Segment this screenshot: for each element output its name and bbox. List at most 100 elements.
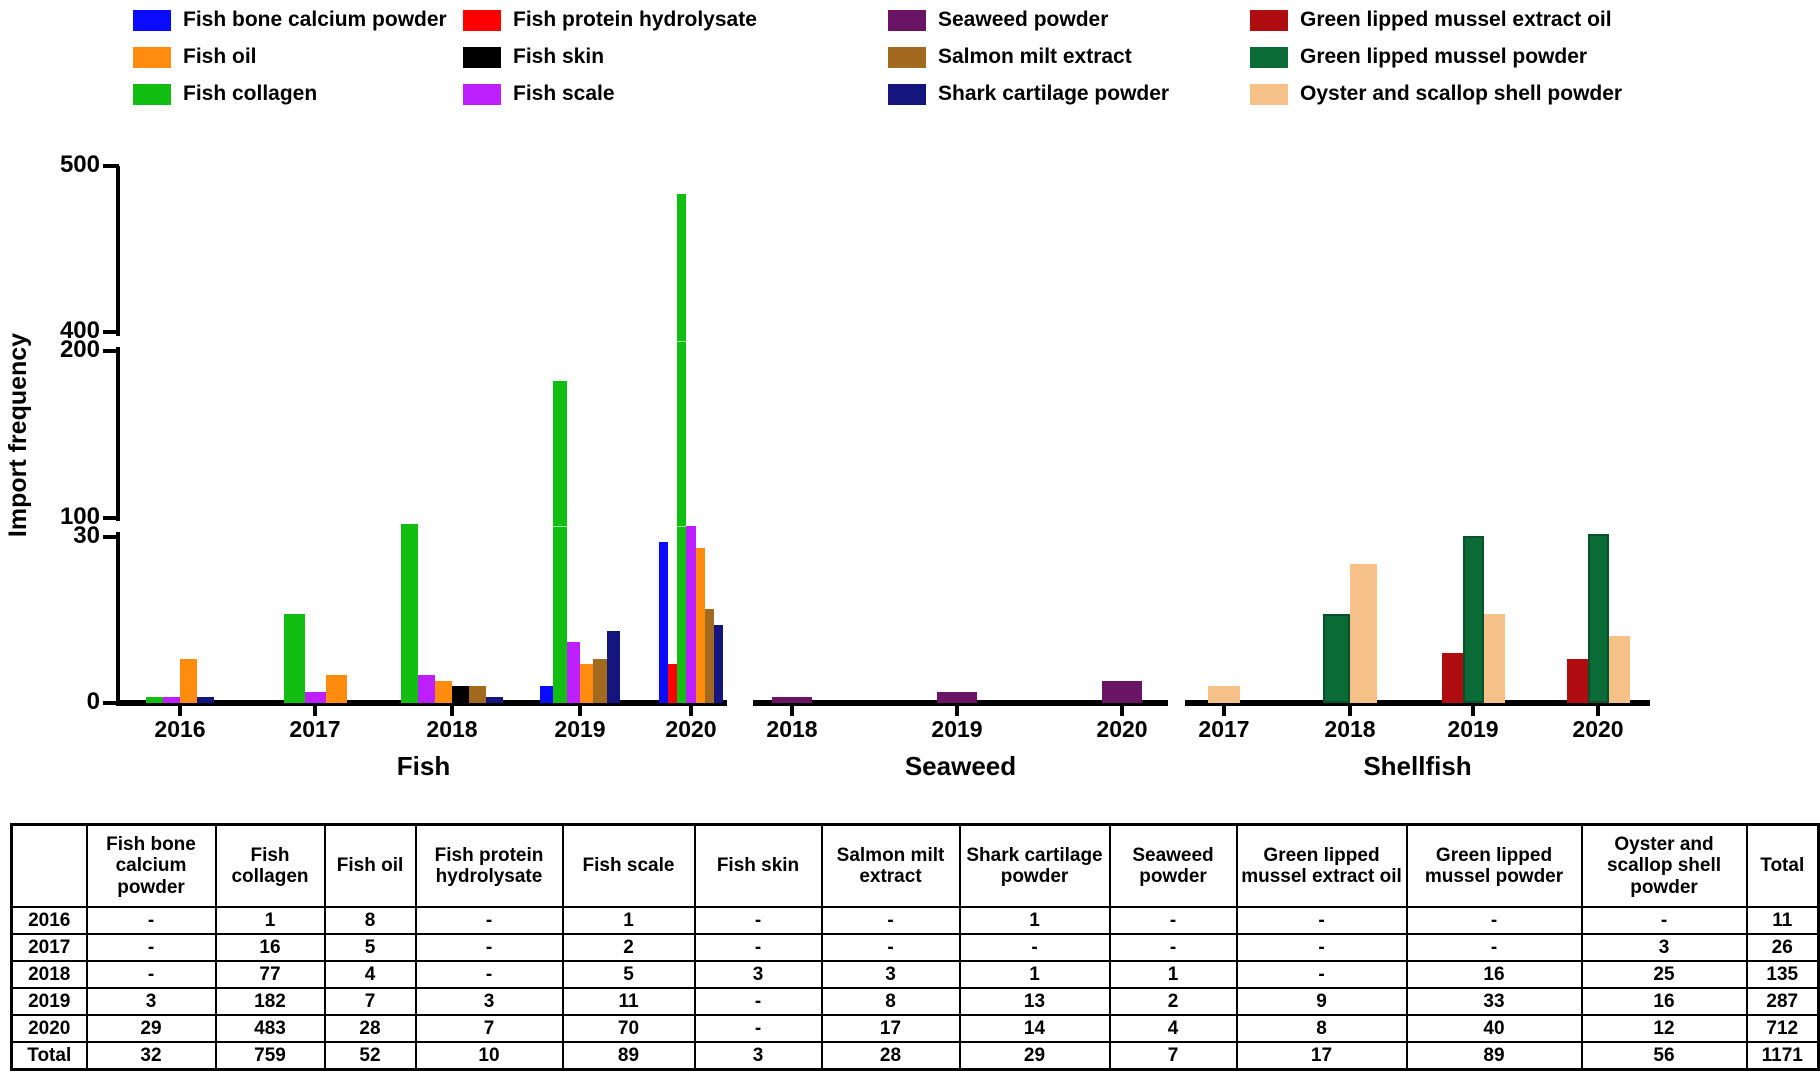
bar-fish-2016-fish-oil xyxy=(180,658,197,703)
axis-break-line xyxy=(677,525,687,527)
table-cell-total-fish-scale: 89 xyxy=(561,1041,696,1071)
x-tick-label-shellfish-2017: 2017 xyxy=(1198,716,1250,742)
table-cell-2020-fish-oil: 28 xyxy=(323,1014,417,1043)
x-tick-fish-2018 xyxy=(450,706,454,716)
legend-label-seaweed-powder: Seaweed powder xyxy=(938,8,1109,31)
bar-fish-2019-fish-scale xyxy=(566,641,580,703)
table-cell-2016-total: 11 xyxy=(1745,906,1820,935)
x-tick-fish-2016 xyxy=(178,706,182,716)
x-tick-fish-2017 xyxy=(313,706,317,716)
x-tick-label-shellfish-2018: 2018 xyxy=(1324,716,1376,742)
table-row-2016: 2016-1 8-1- -1- - - -11 xyxy=(10,906,1820,935)
table-cell-2020-total: 712 xyxy=(1745,1014,1820,1043)
bar-fish-2018-fish-scale xyxy=(418,675,435,703)
table-cell-2020-fish-skin: - xyxy=(693,1014,823,1043)
x-tick-label-shellfish-2019: 2019 xyxy=(1447,716,1499,742)
table-cell-2016-fish-oil: 8 xyxy=(323,906,417,935)
table-cell-total-salmon-milt-extract: 28 xyxy=(820,1041,961,1071)
y-tick-label-100: 100 xyxy=(59,502,100,530)
table-header-fish-collagen: Fish collagen xyxy=(214,823,326,908)
table-cell-2019-fish-bone-calcium-powder: 3 xyxy=(85,987,217,1016)
table-row-label-2017: 2017 xyxy=(10,933,88,962)
bar-fish-2018-salmon-milt-extract xyxy=(469,686,486,703)
table-cell-2019-shark-cartilage-powder: 13 xyxy=(958,987,1111,1016)
table-cell-2020-fish-protein-hydrolysate: 7 xyxy=(414,1014,564,1043)
bar-shellfish-2019-green-lipped-mussel-extract-oil xyxy=(1441,653,1463,703)
x-tick-label-seaweed-2019: 2019 xyxy=(931,716,983,742)
table-row-label-2018: 2018 xyxy=(10,960,88,989)
table-cell-total-seaweed-powder: 7 xyxy=(1108,1041,1238,1071)
bar-shellfish-2019-green-lipped-mussel-powder xyxy=(1462,535,1484,703)
table-cell-2018-fish-oil: 4 xyxy=(323,960,417,989)
y-tick-30 xyxy=(103,534,119,539)
axis-break-line xyxy=(677,340,687,342)
import-frequency-table: Fish bone calcium powder Fish collagen Fis… xyxy=(10,823,1820,1071)
table-cell-2020-fish-scale: 70 xyxy=(561,1014,696,1043)
axis-break-line xyxy=(553,525,567,527)
bar-shellfish-2018-green-lipped-mussel-powder xyxy=(1323,614,1350,703)
x-tick-fish-2019 xyxy=(578,706,582,716)
bar-seaweed-2019-seaweed-powder xyxy=(937,691,977,703)
bar-shellfish-2017-oyster-and-scallop-shell-powder xyxy=(1208,686,1240,703)
table-corner-cell xyxy=(11,824,87,907)
table-cell-2019-salmon-milt-extract: 8 xyxy=(820,987,961,1016)
table-cell-2016-shark-cartilage-powder: 1 xyxy=(958,906,1111,935)
table-cell-2020-fish-collagen: 483 xyxy=(214,1014,326,1043)
table-cell-2019-fish-collagen: 182 xyxy=(214,987,326,1016)
x-tick-label-seaweed-2020: 2020 xyxy=(1096,716,1148,742)
bar-fish-2020-shark-cartilage-powder xyxy=(714,625,724,703)
table-cell-2019-fish-oil: 7 xyxy=(323,987,417,1016)
legend-swatch-fish-bone-calcium-powder xyxy=(133,10,171,31)
y-tick-label-0: 0 xyxy=(86,688,100,715)
table-row-label-2020: 2020 xyxy=(10,1014,88,1043)
bar-fish-2017-fish-collagen xyxy=(283,614,305,703)
table-cell-2016-green-lipped-mussel-extract-oil: - xyxy=(1235,906,1408,935)
table-cell-total-fish-protein-hydrolysate: 10 xyxy=(414,1041,564,1071)
table-header-seaweed-powder: Seaweed powder xyxy=(1108,823,1238,908)
table-cell-2017-shark-cartilage-powder: - xyxy=(958,933,1111,962)
table-cell-2020-salmon-milt-extract: 17 xyxy=(820,1014,961,1043)
y-tick-400 xyxy=(103,330,119,335)
table-cell-total-green-lipped-mussel-extract-oil: 17 xyxy=(1235,1041,1408,1071)
bar-fish-2020-fish-oil xyxy=(695,547,705,703)
legend-swatch-fish-collagen xyxy=(133,84,171,105)
legend-label-green-lipped-mussel-powder: Green lipped mussel powder xyxy=(1300,45,1588,68)
table-cell-2018-fish-bone-calcium-powder: - xyxy=(85,960,217,989)
x-tick-label-seaweed-2018: 2018 xyxy=(766,716,818,742)
y-axis-segment-2 xyxy=(116,532,120,706)
bar-shellfish-2018-oyster-and-scallop-shell-powder xyxy=(1350,564,1377,703)
x-tick-label-fish-2018: 2018 xyxy=(426,716,478,742)
x-tick-shellfish-2019 xyxy=(1471,706,1475,716)
bar-shellfish-2019-oyster-and-scallop-shell-powder xyxy=(1483,614,1505,703)
bar-fish-2018-fish-oil xyxy=(435,680,452,703)
table-cell-total-fish-skin: 3 xyxy=(693,1041,823,1071)
table-header-salmon-milt-extract: Salmon milt extract xyxy=(820,823,961,908)
table-cell-2017-seaweed-powder: - xyxy=(1108,933,1238,962)
bar-shellfish-2020-oyster-and-scallop-shell-powder xyxy=(1608,636,1630,703)
table-cell-2018-green-lipped-mussel-extract-oil: - xyxy=(1235,960,1408,989)
y-tick-200 xyxy=(103,349,119,354)
table-cell-2018-total: 135 xyxy=(1745,960,1820,989)
table-cell-2018-fish-collagen: 77 xyxy=(214,960,326,989)
table-row-2020: 2020 29 483 28 7 70-17 14 4 8 40 12 712 xyxy=(10,1014,1820,1043)
table-header-fish-scale: Fish scale xyxy=(561,823,696,908)
bar-fish-2019-salmon-milt-extract xyxy=(593,658,607,703)
y-tick-label-30: 30 xyxy=(73,521,100,549)
table-header-shark-cartilage-powder: Shark cartilage powder xyxy=(958,823,1111,908)
legend-swatch-oyster-and-scallop-shell-powder xyxy=(1250,84,1288,105)
table-row-label-2016: 2016 xyxy=(10,906,88,935)
table-cell-2017-fish-collagen: 16 xyxy=(214,933,326,962)
table-cell-2016-seaweed-powder: - xyxy=(1108,906,1238,935)
y-tick-500 xyxy=(103,164,119,168)
table-cell-2019-seaweed-powder: 2 xyxy=(1108,987,1238,1016)
table-cell-2017-fish-protein-hydrolysate: - xyxy=(414,933,564,962)
legend-swatch-fish-scale xyxy=(463,84,501,105)
table-row-2017: 2017-16 5-2- - - - - -3 26 xyxy=(10,933,1820,962)
table-header-green-lipped-mussel-powder: Green lipped mussel powder xyxy=(1405,823,1583,908)
table-cell-2017-fish-oil: 5 xyxy=(323,933,417,962)
table-row-2018: 2018-77 4-5 3 3 1 1-16 25 135 xyxy=(10,960,1820,989)
table-header-fish-bone-calcium-powder: Fish bone calcium powder xyxy=(85,823,217,908)
table-cell-2016-salmon-milt-extract: - xyxy=(820,906,961,935)
y-axis-segment-1 xyxy=(116,347,120,521)
